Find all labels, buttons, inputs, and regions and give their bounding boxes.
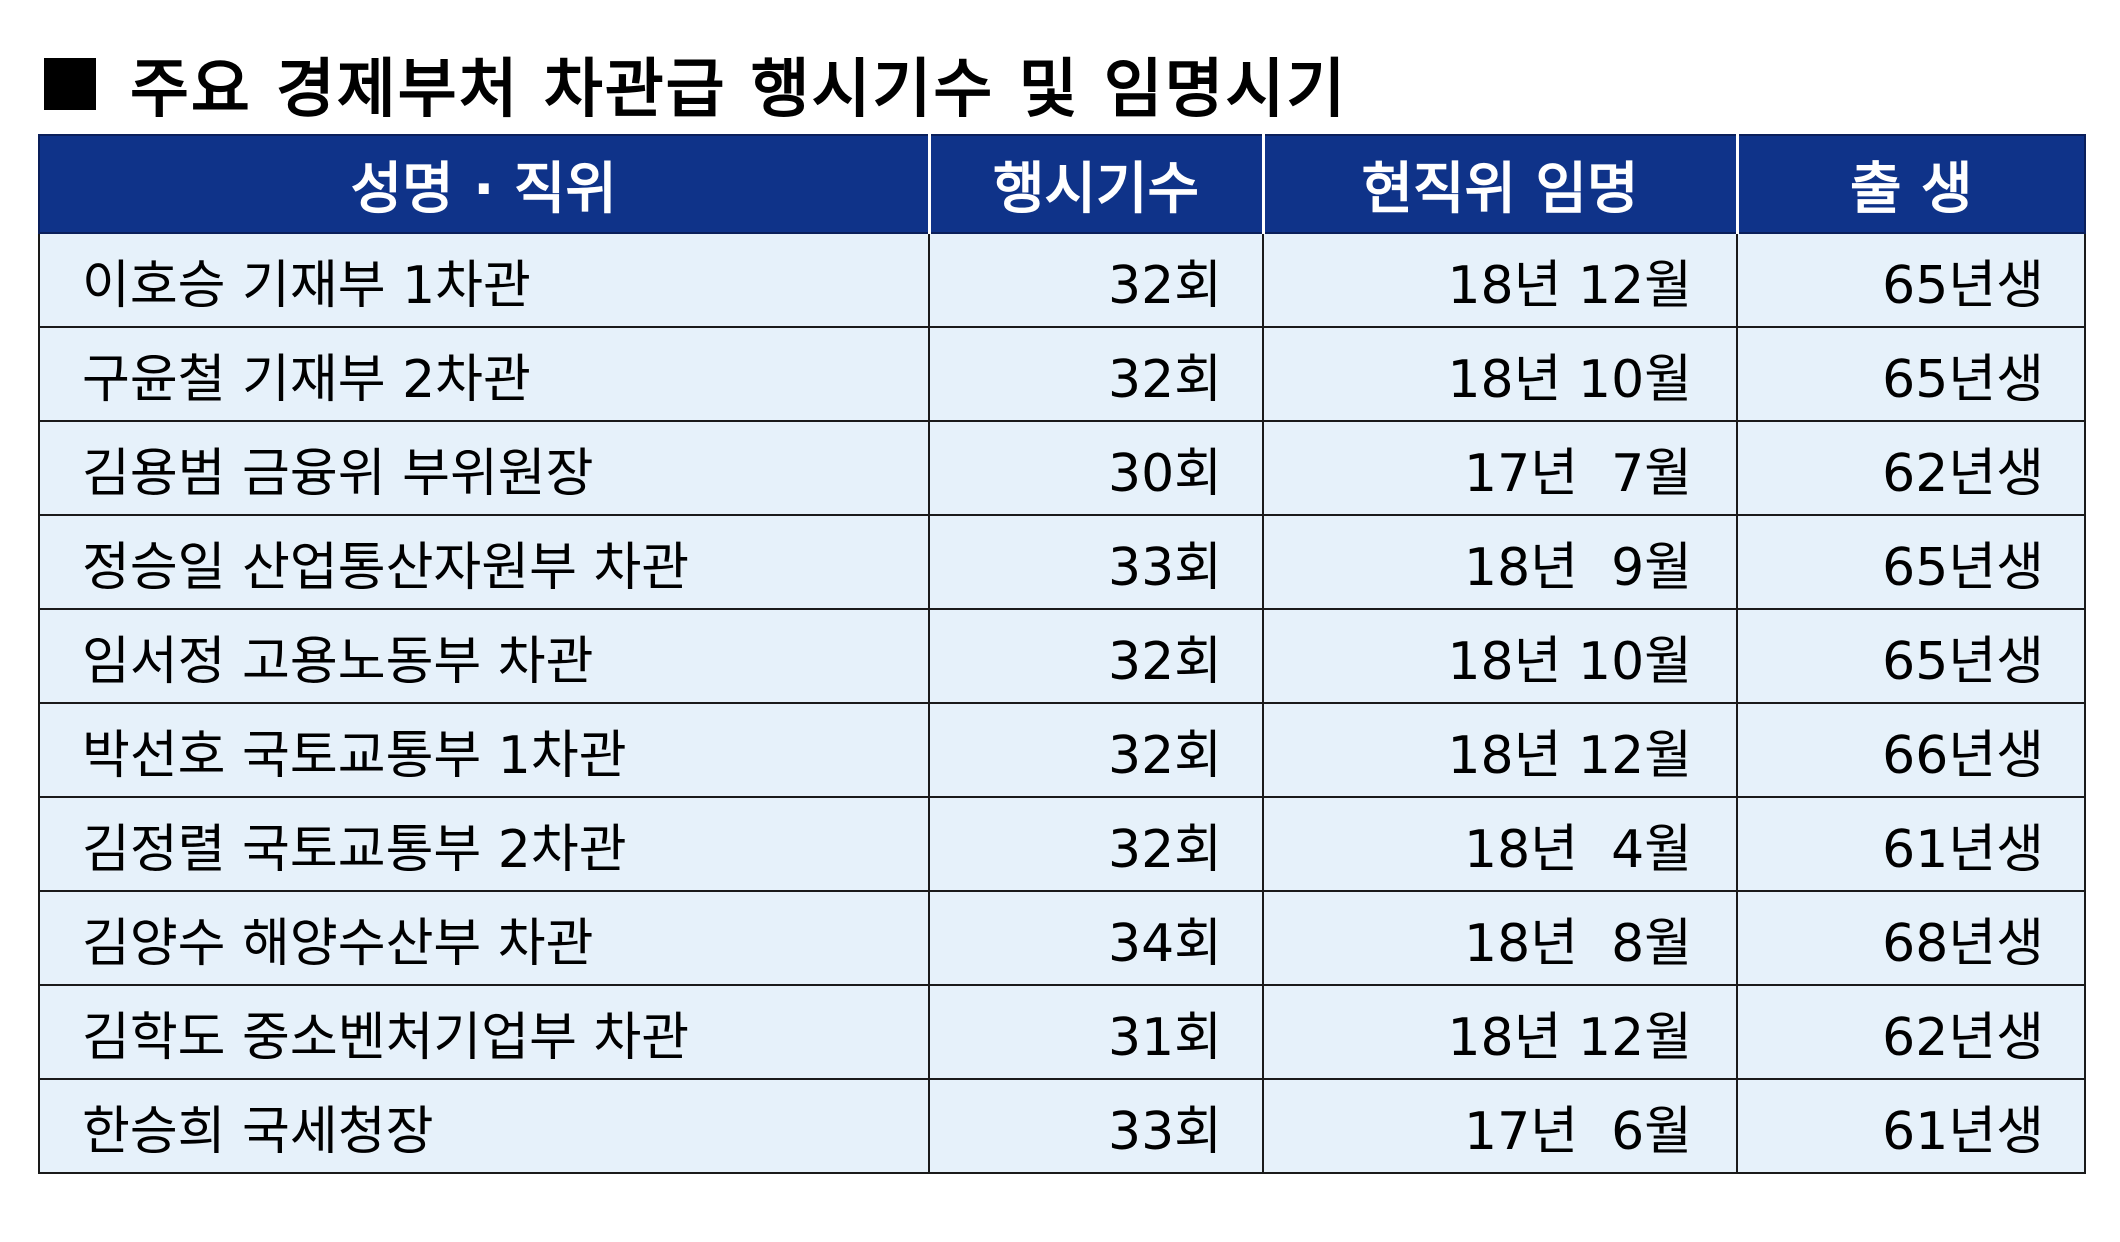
- cell-name-position: 김학도 중소벤처기업부 차관: [38, 984, 930, 1080]
- table-row: 임서정 고용노동부 차관 32회 18년 10월 65년생: [38, 608, 2086, 704]
- table-row: 김용범 금융위 부위원장 30회 17년 7월 62년생: [38, 420, 2086, 516]
- cell-birth: 61년생: [1736, 796, 2086, 892]
- cell-name-position: 정승일 산업통산자원부 차관: [38, 514, 930, 610]
- table-row: 김양수 해양수산부 차관 34회 18년 8월 68년생: [38, 890, 2086, 986]
- cell-appointment: 17년 6월: [1262, 1078, 1738, 1174]
- cell-appointment: 18년 12월: [1262, 984, 1738, 1080]
- cell-exam-class: 30회: [928, 420, 1264, 516]
- cell-name-position: 김용범 금융위 부위원장: [38, 420, 930, 516]
- cell-birth: 65년생: [1736, 514, 2086, 610]
- cell-birth: 65년생: [1736, 608, 2086, 704]
- header-row: 성명 · 직위 행시기수 현직위 임명 출 생: [38, 134, 2086, 234]
- title-text: 주요 경제부처 차관급 행시기수 및 임명시기: [130, 53, 1348, 127]
- cell-appointment: 18년 10월: [1262, 608, 1738, 704]
- column-header-exam-class: 행시기수: [928, 134, 1265, 234]
- cell-exam-class: 34회: [928, 890, 1264, 986]
- cell-exam-class: 33회: [928, 514, 1264, 610]
- document-title: 주요 경제부처 차관급 행시기수 및 임명시기: [44, 38, 1347, 130]
- table-row: 박선호 국토교통부 1차관 32회 18년 12월 66년생: [38, 702, 2086, 798]
- cell-birth: 65년생: [1736, 232, 2086, 328]
- column-header-appointment: 현직위 임명: [1262, 134, 1739, 234]
- cell-appointment: 18년 9월: [1262, 514, 1738, 610]
- cell-exam-class: 32회: [928, 608, 1264, 704]
- cell-appointment: 18년 4월: [1262, 796, 1738, 892]
- table-row: 김학도 중소벤처기업부 차관 31회 18년 12월 62년생: [38, 984, 2086, 1080]
- cell-appointment: 17년 7월: [1262, 420, 1738, 516]
- cell-name-position: 박선호 국토교통부 1차관: [38, 702, 930, 798]
- table-header: 성명 · 직위 행시기수 현직위 임명 출 생: [38, 134, 2086, 234]
- cell-exam-class: 31회: [928, 984, 1264, 1080]
- cell-exam-class: 32회: [928, 796, 1264, 892]
- cell-birth: 65년생: [1736, 326, 2086, 422]
- table-body: 이호승 기재부 1차관 32회 18년 12월 65년생 구윤철 기재부 2차관…: [38, 232, 2086, 1174]
- cell-appointment: 18년 12월: [1262, 232, 1738, 328]
- cell-exam-class: 32회: [928, 326, 1264, 422]
- appointment-table: 성명 · 직위 행시기수 현직위 임명 출 생 이호승 기재부 1차관 32회 …: [38, 134, 2086, 1174]
- table-row: 한승희 국세청장 33회 17년 6월 61년생: [38, 1078, 2086, 1174]
- cell-name-position: 김양수 해양수산부 차관: [38, 890, 930, 986]
- cell-appointment: 18년 12월: [1262, 702, 1738, 798]
- cell-birth: 62년생: [1736, 984, 2086, 1080]
- cell-name-position: 이호승 기재부 1차관: [38, 232, 930, 328]
- cell-appointment: 18년 10월: [1262, 326, 1738, 422]
- square-bullet-icon: [44, 58, 96, 110]
- cell-name-position: 김정렬 국토교통부 2차관: [38, 796, 930, 892]
- cell-name-position: 임서정 고용노동부 차관: [38, 608, 930, 704]
- cell-birth: 68년생: [1736, 890, 2086, 986]
- cell-name-position: 한승희 국세청장: [38, 1078, 930, 1174]
- table-row: 구윤철 기재부 2차관 32회 18년 10월 65년생: [38, 326, 2086, 422]
- cell-exam-class: 33회: [928, 1078, 1264, 1174]
- cell-birth: 66년생: [1736, 702, 2086, 798]
- cell-appointment: 18년 8월: [1262, 890, 1738, 986]
- column-header-name-position: 성명 · 직위: [38, 134, 931, 234]
- cell-birth: 62년생: [1736, 420, 2086, 516]
- table-row: 이호승 기재부 1차관 32회 18년 12월 65년생: [38, 232, 2086, 328]
- cell-name-position: 구윤철 기재부 2차관: [38, 326, 930, 422]
- cell-exam-class: 32회: [928, 702, 1264, 798]
- table-row: 정승일 산업통산자원부 차관 33회 18년 9월 65년생: [38, 514, 2086, 610]
- cell-birth: 61년생: [1736, 1078, 2086, 1174]
- column-header-birth: 출 생: [1736, 134, 2086, 234]
- table-row: 김정렬 국토교통부 2차관 32회 18년 4월 61년생: [38, 796, 2086, 892]
- cell-exam-class: 32회: [928, 232, 1264, 328]
